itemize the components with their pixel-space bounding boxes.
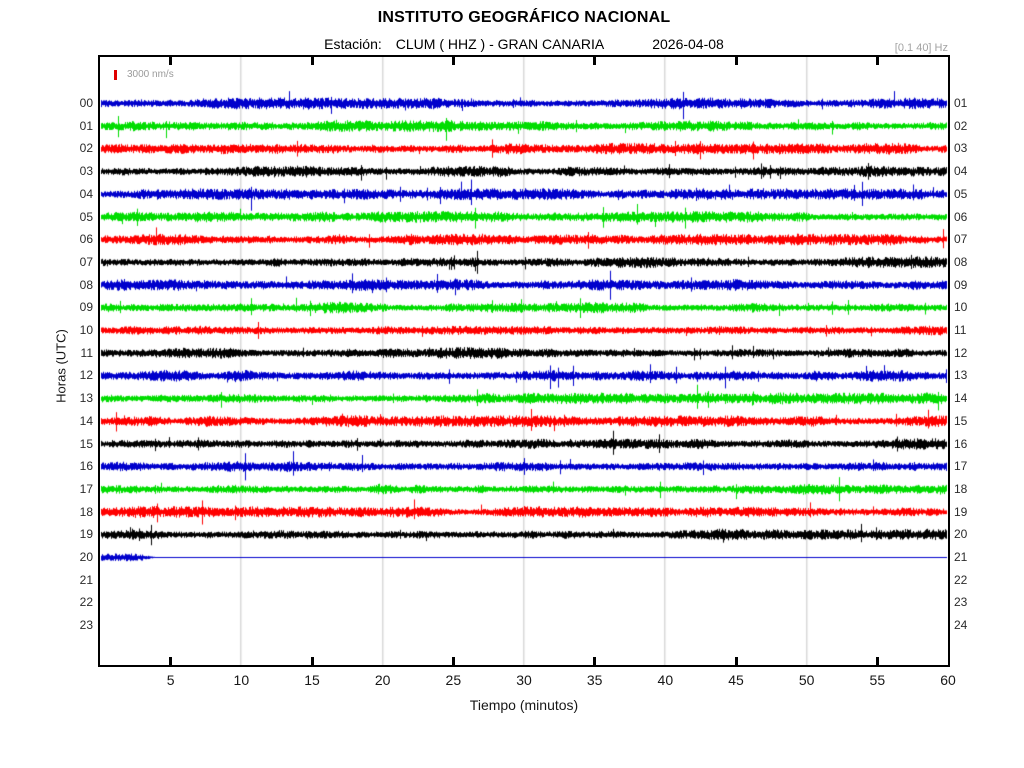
hour-label-left: 14 bbox=[79, 413, 93, 428]
hour-label-right: 03 bbox=[954, 141, 968, 156]
x-tick-bottom bbox=[451, 657, 455, 665]
hour-label-right: 19 bbox=[954, 504, 968, 519]
hour-label-left: 19 bbox=[79, 527, 93, 542]
x-tick-bottom bbox=[734, 657, 738, 665]
x-tick-bottom bbox=[875, 657, 879, 665]
x-tick-label: 45 bbox=[728, 672, 744, 688]
x-tick-top bbox=[310, 57, 314, 65]
x-tick-label: 5 bbox=[166, 672, 175, 688]
x-tick-label: 55 bbox=[869, 672, 886, 688]
hour-label-right: 12 bbox=[954, 345, 968, 360]
hour-label-right: 22 bbox=[954, 572, 968, 587]
hour-label-left: 13 bbox=[79, 391, 93, 406]
trace-canvas bbox=[100, 57, 948, 665]
page-title: INSTITUTO GEOGRÁFICO NACIONAL bbox=[377, 9, 671, 26]
hour-label-right: 15 bbox=[954, 413, 968, 428]
x-tick-bottom bbox=[169, 657, 173, 665]
hour-label-right: 18 bbox=[954, 481, 968, 496]
scale-bar-icon bbox=[114, 69, 117, 80]
hour-label-left: 18 bbox=[79, 504, 93, 519]
hour-label-left: 17 bbox=[79, 481, 93, 496]
plot-frame: 3000 nm/s bbox=[98, 55, 950, 667]
hour-label-left: 02 bbox=[79, 141, 93, 156]
hour-label-left: 12 bbox=[79, 368, 93, 383]
x-tick-bottom bbox=[310, 657, 314, 665]
hour-label-left: 06 bbox=[79, 232, 93, 247]
hour-label-right: 20 bbox=[954, 527, 968, 542]
x-tick-top bbox=[169, 57, 173, 65]
scale-label: 3000 nm/s bbox=[127, 69, 174, 80]
hour-label-right: 06 bbox=[954, 209, 968, 224]
hour-label-right: 13 bbox=[954, 368, 968, 383]
hour-label-right: 08 bbox=[954, 254, 968, 269]
record-date: 2026-04-08 bbox=[652, 36, 724, 52]
hour-label-left: 00 bbox=[79, 96, 93, 110]
hour-label-right: 17 bbox=[954, 459, 968, 474]
x-tick-top bbox=[451, 57, 455, 65]
station-name: CLUM ( HHZ ) - GRAN CANARIA bbox=[395, 36, 605, 52]
hour-label-left: 10 bbox=[79, 323, 93, 337]
filter-band-label: [0.1 40] Hz bbox=[894, 42, 948, 54]
hour-label-right: 11 bbox=[954, 323, 967, 337]
x-tick-label: 35 bbox=[586, 672, 603, 688]
x-tick-label: 25 bbox=[445, 672, 462, 688]
x-tick-bottom bbox=[593, 657, 597, 665]
hour-label-right: 04 bbox=[954, 164, 968, 179]
hour-label-left: 22 bbox=[79, 595, 93, 610]
x-tick-label: 10 bbox=[233, 672, 250, 688]
hour-label-right: 01 bbox=[954, 96, 968, 110]
hour-label-left: 07 bbox=[79, 254, 93, 269]
hour-label-left: 16 bbox=[79, 459, 93, 474]
hour-label-right: 23 bbox=[954, 595, 968, 610]
scale-legend: 3000 nm/s bbox=[114, 69, 174, 80]
x-tick-label: 40 bbox=[657, 672, 674, 688]
hour-label-left: 09 bbox=[79, 300, 93, 315]
hour-label-right: 14 bbox=[954, 391, 968, 406]
hour-label-right: 02 bbox=[954, 118, 968, 133]
x-tick-top bbox=[734, 57, 738, 65]
hour-label-left: 01 bbox=[79, 118, 93, 133]
hour-label-left: 03 bbox=[79, 164, 93, 179]
hour-label-right: 10 bbox=[954, 300, 968, 315]
hour-label-right: 16 bbox=[954, 436, 968, 451]
x-tick-label: 30 bbox=[516, 672, 532, 688]
hour-label-right: 24 bbox=[954, 618, 968, 633]
hour-label-right: 21 bbox=[954, 550, 968, 564]
hour-label-right: 07 bbox=[954, 232, 968, 247]
hour-label-left: 04 bbox=[79, 186, 93, 201]
subtitle: Estación: CLUM ( HHZ ) - GRAN CANARIA 20… bbox=[324, 36, 724, 52]
station-label: Estación: bbox=[324, 36, 382, 52]
x-tick-label: 60 bbox=[940, 672, 956, 688]
hour-label-right: 05 bbox=[954, 186, 968, 201]
hour-label-right: 09 bbox=[954, 277, 968, 292]
x-tick-label: 15 bbox=[304, 672, 320, 688]
hour-label-left: 11 bbox=[80, 345, 93, 360]
hour-label-left: 15 bbox=[79, 436, 93, 451]
x-tick-label: 50 bbox=[798, 672, 815, 688]
x-tick-top bbox=[875, 57, 879, 65]
hour-label-left: 21 bbox=[79, 572, 93, 587]
hour-label-left: 23 bbox=[79, 618, 93, 633]
x-tick-top bbox=[593, 57, 597, 65]
x-tick-label: 20 bbox=[374, 672, 391, 688]
hour-label-left: 08 bbox=[79, 277, 93, 292]
hour-label-left: 05 bbox=[79, 209, 93, 224]
hour-label-left: 20 bbox=[79, 550, 93, 564]
x-axis-title: Tiempo (minutos) bbox=[469, 697, 579, 713]
